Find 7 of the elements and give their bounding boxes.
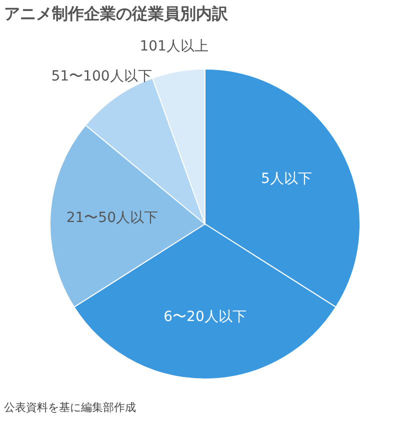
- slice-label: 6〜20人以下: [164, 309, 246, 325]
- slice-label: 21〜50人以下: [66, 210, 158, 226]
- chart-title: アニメ制作企業の従業員別内訳: [4, 4, 229, 23]
- text: 公表資料を基に編集部作成: [4, 401, 136, 414]
- slice-label: 5人以下: [261, 171, 312, 188]
- slice-label: 101人以上: [140, 38, 208, 55]
- slice-label: 51〜100人以下: [51, 68, 152, 85]
